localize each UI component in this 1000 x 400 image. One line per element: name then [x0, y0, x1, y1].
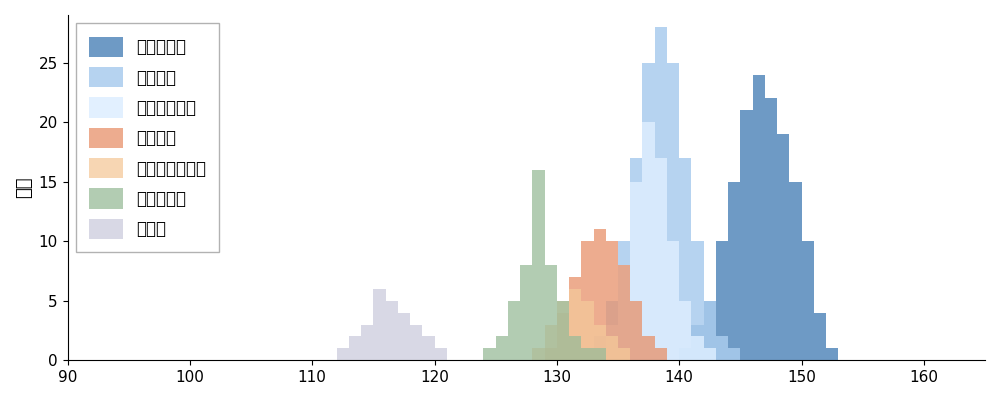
- Polygon shape: [68, 27, 985, 360]
- Polygon shape: [68, 289, 985, 360]
- Legend: ストレート, シュート, カットボール, フォーク, チェンジアップ, スライダー, カーブ: ストレート, シュート, カットボール, フォーク, チェンジアップ, スライダ…: [76, 23, 219, 252]
- Y-axis label: 球数: 球数: [15, 177, 33, 198]
- Polygon shape: [68, 74, 985, 360]
- Polygon shape: [68, 229, 985, 360]
- Polygon shape: [68, 289, 985, 360]
- Polygon shape: [68, 122, 985, 360]
- Polygon shape: [68, 170, 985, 360]
